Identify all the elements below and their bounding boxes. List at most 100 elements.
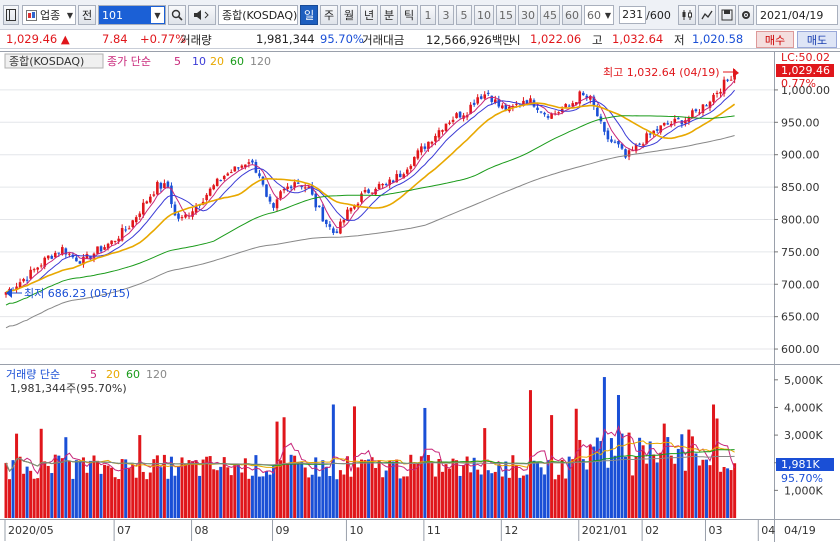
candle-body — [110, 240, 113, 245]
interval-3-button[interactable]: 3 — [438, 5, 454, 25]
price-tick-label: 850.00 — [781, 181, 820, 194]
interval-30-button[interactable]: 30 — [518, 5, 538, 25]
candle-body — [589, 95, 592, 100]
volume-bar — [652, 454, 656, 518]
interval-1-button[interactable]: 1 — [420, 5, 436, 25]
volume-bar — [345, 456, 349, 518]
candle-body — [363, 189, 367, 193]
sell-label: 매도 — [806, 33, 828, 47]
candle-body — [462, 115, 465, 119]
price-tick-label: 950.00 — [781, 116, 820, 129]
candle-body — [617, 140, 620, 145]
candle-body — [328, 224, 332, 227]
open-value: 1,022.06 — [530, 32, 582, 46]
volume-bar — [36, 478, 40, 518]
volume-value: 1,981,344 — [256, 32, 315, 46]
candle-body — [610, 139, 613, 142]
candle-body — [441, 130, 444, 132]
volume-bar — [638, 437, 642, 518]
candle-body — [370, 192, 374, 194]
search-icon[interactable] — [168, 5, 186, 25]
candle-body — [149, 196, 152, 203]
candle-body — [170, 185, 173, 205]
candle-body — [4, 292, 8, 295]
code-dropdown-icon[interactable]: ▼ — [151, 7, 164, 23]
volume-bar — [722, 467, 726, 518]
candle-body — [78, 261, 82, 264]
candle-body — [237, 167, 240, 169]
settings-icon[interactable] — [738, 5, 754, 25]
save-icon[interactable] — [718, 5, 736, 25]
count-display[interactable]: 231 /600 — [616, 5, 674, 25]
volume-bar — [483, 428, 487, 518]
buy-button[interactable]: 매수 — [756, 31, 794, 48]
candle-body — [117, 238, 120, 242]
volume-bar — [609, 438, 613, 518]
sound-icon[interactable] — [188, 5, 216, 25]
period-day-button[interactable]: 일 — [300, 5, 318, 25]
candle-body — [293, 182, 296, 188]
draw-tool-icon[interactable] — [698, 5, 716, 25]
market-select[interactable]: 업종 ▼ — [22, 5, 76, 25]
volume-bar — [536, 462, 540, 518]
volume-bar — [152, 459, 156, 518]
interval-45-button[interactable]: 45 — [540, 5, 560, 25]
volume-bar — [539, 467, 543, 518]
volume-bar — [687, 429, 691, 518]
volume-bar — [719, 471, 723, 518]
volume-bar — [455, 460, 459, 518]
candle-body — [307, 186, 311, 188]
volume-bar — [233, 464, 237, 518]
count-input[interactable]: 231 — [619, 6, 647, 24]
volume-bar — [673, 463, 677, 518]
interval-60-label: 60 — [565, 8, 579, 22]
volume-bar — [134, 477, 138, 518]
interval-15-button[interactable]: 15 — [496, 5, 516, 25]
sell-button[interactable]: 매도 — [797, 31, 837, 48]
candle-body — [106, 243, 110, 249]
code-input[interactable]: 101 ▼ — [98, 5, 166, 25]
x-tick-label: 04 — [761, 524, 775, 537]
volume-bar — [250, 475, 254, 518]
volume-bar — [349, 476, 353, 518]
candle-body — [712, 94, 715, 102]
period-month-button[interactable]: 월 — [340, 5, 358, 25]
price-volume-chart[interactable]: 종합(KOSDAQ) 종가 단순 5 10 20 60 120 최고 1,032… — [0, 50, 840, 542]
candle-body — [395, 174, 399, 183]
price-tick-label: 600.00 — [781, 343, 820, 356]
candle-body — [180, 217, 184, 219]
volume-bar — [374, 467, 378, 518]
jeon-button[interactable]: 전 — [78, 5, 96, 25]
period-tick-button[interactable]: 틱 — [400, 5, 418, 25]
interval-10-button[interactable]: 10 — [474, 5, 494, 25]
volume-bar — [444, 464, 448, 518]
volume-bar — [159, 467, 163, 518]
candle-body — [701, 104, 705, 113]
amount-label: 거래대금 — [362, 33, 405, 47]
interval-5-button[interactable]: 5 — [456, 5, 472, 25]
candle-body — [240, 165, 244, 168]
candle-body — [564, 104, 567, 108]
layout-icon[interactable] — [3, 5, 19, 25]
date-input[interactable]: 2021/04/19 — [756, 5, 838, 25]
pct-label: 0.77% — [781, 77, 816, 90]
candle-body — [448, 122, 451, 124]
interval-select[interactable]: 60 ▼ — [584, 5, 614, 25]
volume-bar — [585, 469, 589, 518]
volume-bar — [81, 457, 85, 518]
volume-bar — [666, 437, 670, 518]
period-minute-button[interactable]: 분 — [380, 5, 398, 25]
chart-type-icon[interactable] — [678, 5, 696, 25]
index-title-box[interactable] — [4, 53, 104, 69]
period-week-button[interactable]: 주 — [320, 5, 338, 25]
quote-bar: 1,029.46 ▲ 7.84 +0.77% 거래량 1,981,344 95.… — [0, 30, 840, 49]
candle-body — [39, 265, 43, 267]
volume-bar — [701, 459, 705, 518]
period-year-button[interactable]: 년 — [360, 5, 378, 25]
ma-legend-main: 종가 단순 — [107, 55, 151, 68]
volume-bar — [85, 472, 89, 518]
volume-bar — [486, 470, 490, 518]
volume-bar — [180, 457, 184, 518]
interval-60-button[interactable]: 60 — [562, 5, 582, 25]
candle-body — [57, 252, 61, 254]
